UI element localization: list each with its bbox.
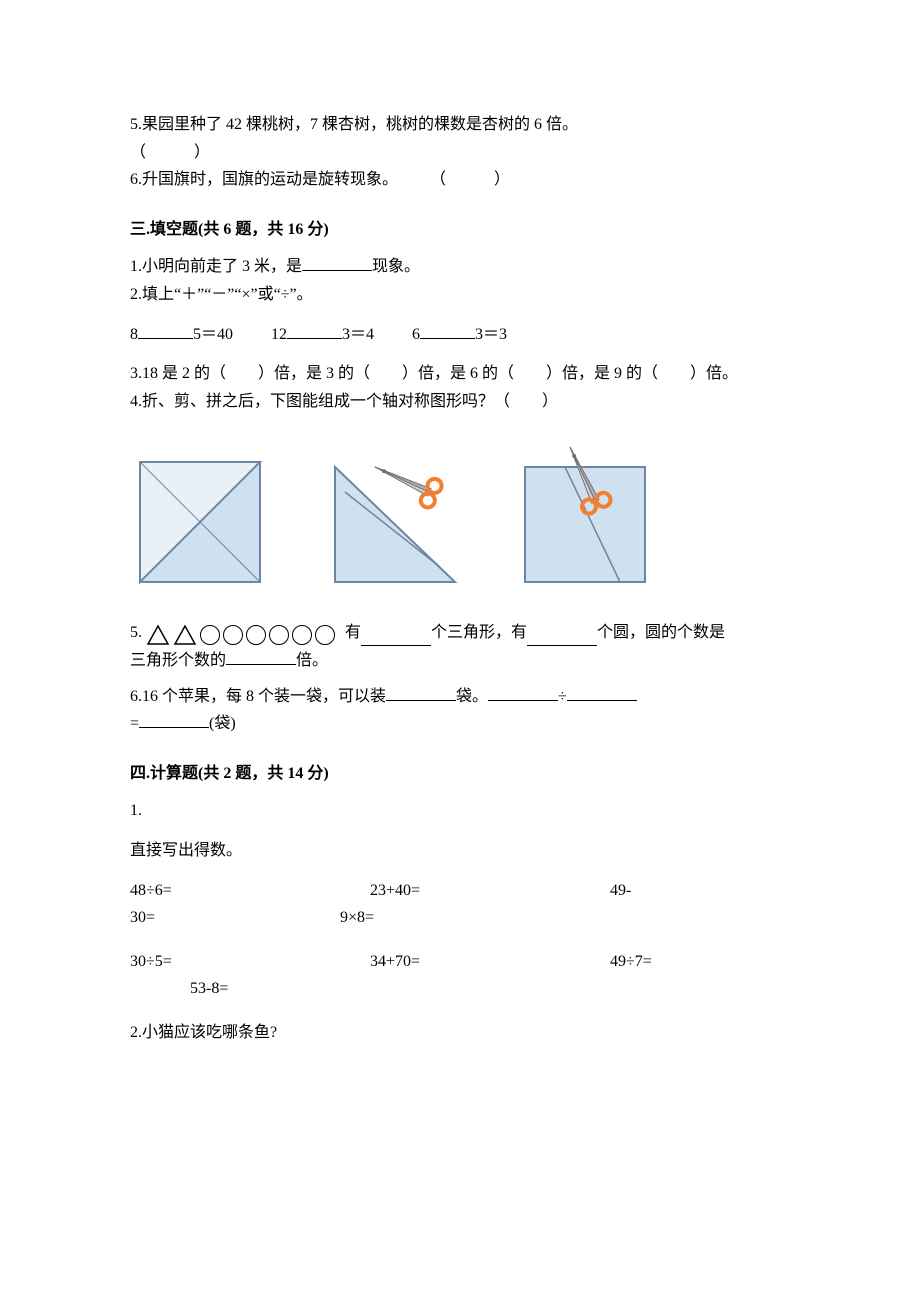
triangle-icon xyxy=(146,624,170,646)
calc-r2c2: 9×8= xyxy=(340,905,580,931)
judge-q5-line1: 5.果园里种了 42 棵桃树，7 棵杏树，桃树的棵数是杏树的 6 倍。 xyxy=(130,112,790,138)
s3q6-blank3 xyxy=(567,684,637,701)
calc-r3c2: 34+70= xyxy=(370,949,610,975)
s3q1: 1.小明向前走了 3 米，是 现象。 xyxy=(130,254,790,280)
s3q5-f: 倍。 xyxy=(296,652,328,669)
circle-icon xyxy=(223,625,243,645)
s3q1-text-b: 现象。 xyxy=(372,258,420,275)
s3q6-blank4 xyxy=(139,711,209,728)
section3-heading: 三.填空题(共 6 题，共 16 分) xyxy=(130,217,790,243)
eq3-rhs: 3＝3 xyxy=(475,326,507,343)
circle-icon xyxy=(315,625,335,645)
s3q6-line1: 6.16 个苹果，每 8 个装一袋，可以装 袋。 ÷ xyxy=(130,684,790,710)
calc-r1c2: 23+40= xyxy=(370,878,610,904)
s3q2-prompt: 2.填上“＋”“－”“×”或“÷”。 xyxy=(130,282,790,308)
fold-cut-images xyxy=(130,442,790,592)
s3q4: 4.折、剪、拼之后，下图能组成一个轴对称图形吗？（ ） xyxy=(130,389,790,415)
eq3-blank xyxy=(420,322,475,339)
eq1-rhs: 5＝40 xyxy=(193,326,233,343)
circle-icon xyxy=(292,625,312,645)
s3q5-blank2 xyxy=(527,629,597,646)
fold-image-3 xyxy=(510,442,670,592)
calc-row-1: 48÷6= 23+40= 49- xyxy=(130,878,790,904)
calc-row-2: 30= 9×8= xyxy=(130,905,790,931)
calc-r3c3: 49÷7= xyxy=(610,949,790,975)
s3q6-a: 6.16 个苹果，每 8 个装一袋，可以装 xyxy=(130,688,386,705)
eq2-blank xyxy=(287,322,342,339)
section4-heading: 四.计算题(共 2 题，共 14 分) xyxy=(130,761,790,787)
s3q5-line1: 5. 有 个三角形，有 个圆，圆的个数是 xyxy=(130,620,790,646)
s4q2: 2.小猫应该吃哪条鱼? xyxy=(130,1020,790,1046)
judge-q5-paren: （ ） xyxy=(130,140,790,166)
s3q5-d: 个圆，圆的个数是 xyxy=(597,620,725,646)
s3q6-d: = xyxy=(130,715,139,732)
s3q6-line2: = (袋) xyxy=(130,711,790,737)
circle-icon xyxy=(200,625,220,645)
eq3-lhs: 6 xyxy=(412,326,420,343)
judge-q6: 6.升国旗时，国旗的运动是旋转现象。 （ ） xyxy=(130,167,790,193)
s3q5-blank1 xyxy=(361,629,431,646)
s3q1-blank xyxy=(302,254,372,271)
s3q6-blank1 xyxy=(386,684,456,701)
eq2-rhs: 3＝4 xyxy=(342,326,374,343)
eq2-lhs: 12 xyxy=(271,326,287,343)
eq1-lhs: 8 xyxy=(130,326,138,343)
fold-image-2 xyxy=(320,442,480,592)
s3q5-b: 有 xyxy=(345,620,361,646)
calc-row-3: 30÷5= 34+70= 49÷7= xyxy=(130,949,790,975)
s3q1-text-a: 1.小明向前走了 3 米，是 xyxy=(130,258,302,275)
s4q1-num: 1. xyxy=(130,798,790,824)
s3q3: 3.18 是 2 的（ ）倍，是 3 的（ ）倍，是 6 的（ ）倍，是 9 的… xyxy=(130,361,790,387)
s3q6-blank2 xyxy=(488,684,558,701)
fold-image-1 xyxy=(130,442,290,592)
s3q6-c: ÷ xyxy=(558,688,567,705)
calc-r3c1: 30÷5= xyxy=(130,949,370,975)
calc-r2c1: 30= xyxy=(130,905,370,931)
s3q6-b: 袋。 xyxy=(456,688,488,705)
calc-block: 48÷6= 23+40= 49- 30= 9×8= 30÷5= 34+70= 4… xyxy=(130,878,790,1002)
s3q5-blank3 xyxy=(226,648,296,665)
circle-icon xyxy=(269,625,289,645)
calc-r1c3: 49- xyxy=(610,878,790,904)
s4q1-title: 直接写出得数。 xyxy=(130,838,790,864)
calc-row-4: 53-8= xyxy=(130,976,790,1002)
triangle-icon xyxy=(173,624,197,646)
s3q5-e: 三角形个数的 xyxy=(130,652,226,669)
shapes-row xyxy=(146,624,335,646)
circle-icon xyxy=(246,625,266,645)
calc-r2c3 xyxy=(580,905,760,931)
s3q5-num: 5. xyxy=(130,620,142,646)
calc-r4c1: 53-8= xyxy=(130,976,430,1002)
eq1-blank xyxy=(138,322,193,339)
s3q2-equations: 8 5＝40 12 3＝4 6 3＝3 xyxy=(130,322,790,348)
s3q5-c: 个三角形，有 xyxy=(431,620,527,646)
s3q5-line2: 三角形个数的 倍。 xyxy=(130,648,790,674)
calc-r1c1: 48÷6= xyxy=(130,878,370,904)
worksheet-page: 5.果园里种了 42 棵桃树，7 棵杏树，桃树的棵数是杏树的 6 倍。 （ ） … xyxy=(0,0,920,1302)
s3q6-e: (袋) xyxy=(209,715,236,732)
